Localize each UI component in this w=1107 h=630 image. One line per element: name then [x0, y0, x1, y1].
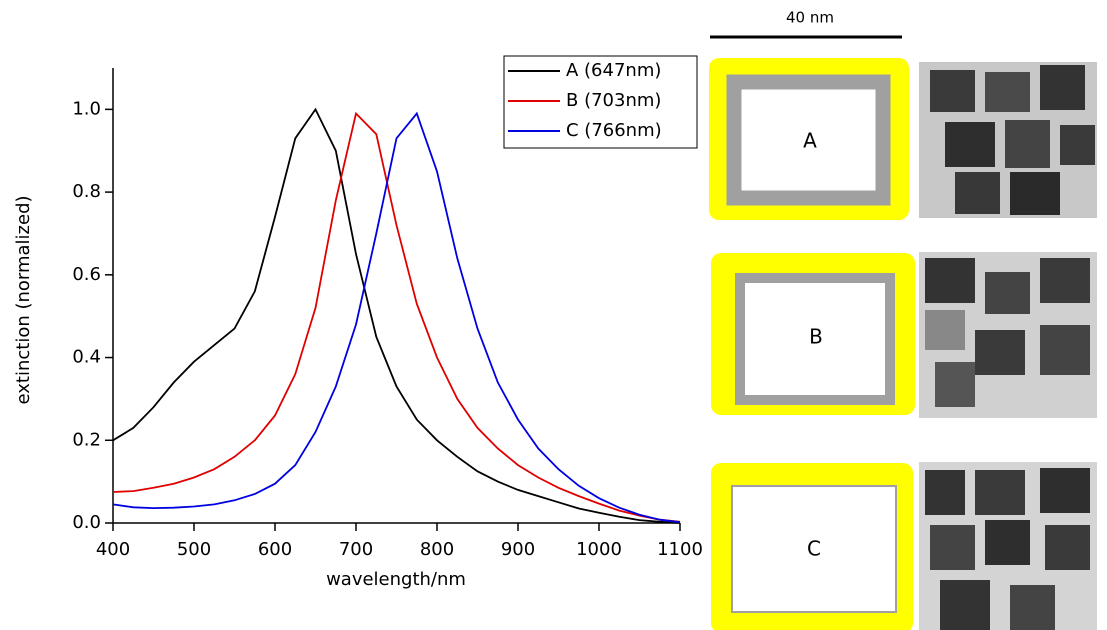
- schematic-label: B: [809, 325, 823, 349]
- x-tick-label: 1100: [657, 539, 703, 560]
- core: [735, 273, 895, 405]
- particle: [940, 580, 990, 630]
- particle: [1045, 525, 1090, 570]
- series-line: [112, 111, 681, 523]
- y-axis-label: extinction (normalized): [13, 195, 34, 404]
- x-tick-label: 700: [339, 539, 373, 560]
- x-tick-label: 1000: [576, 539, 622, 560]
- core: [726, 74, 891, 206]
- x-axis-label: wavelength/nm: [326, 569, 466, 590]
- legend-label: A (647nm): [566, 60, 661, 81]
- particle: [1010, 585, 1055, 630]
- particle: [975, 470, 1025, 515]
- schematics: [709, 58, 915, 630]
- particle: [930, 70, 975, 112]
- tem-images: [919, 62, 1097, 630]
- schematic-label: A: [803, 129, 817, 153]
- particle: [955, 172, 1000, 214]
- x-tick-label: 400: [96, 539, 130, 560]
- legend-label: C (766nm): [566, 120, 662, 141]
- particle: [1040, 65, 1085, 110]
- y-tick-label: 0.8: [72, 181, 101, 202]
- core: [731, 485, 897, 613]
- y-tick-label: 0.2: [72, 429, 101, 450]
- x-tick-label: 900: [501, 539, 535, 560]
- particle: [1005, 120, 1050, 168]
- series-line: [112, 111, 681, 524]
- y-tick-label: 0.0: [72, 512, 101, 533]
- particle: [925, 470, 965, 515]
- particle: [925, 258, 975, 303]
- x-tick-label: 600: [258, 539, 292, 560]
- y-tick-label: 0.6: [72, 264, 101, 285]
- particle: [985, 72, 1030, 112]
- x-tick-label: 800: [420, 539, 454, 560]
- particle: [985, 272, 1030, 314]
- scale-bar-label: 40 nm: [786, 9, 834, 27]
- particle: [935, 362, 975, 407]
- particle: [925, 310, 965, 350]
- particle: [985, 520, 1030, 565]
- particle: [945, 122, 995, 167]
- y-tick-label: 0.4: [72, 347, 101, 368]
- x-tick-label: 500: [177, 539, 211, 560]
- particle: [930, 525, 975, 570]
- particle: [975, 330, 1025, 375]
- particle: [1040, 325, 1090, 375]
- particle: [1040, 468, 1090, 513]
- y-tick-label: 1.0: [72, 98, 101, 119]
- particle: [1040, 258, 1090, 303]
- particle: [1010, 172, 1060, 215]
- series-line: [112, 107, 681, 524]
- particle: [1060, 125, 1095, 165]
- schematic-label: C: [807, 537, 821, 561]
- legend-label: B (703nm): [566, 90, 661, 111]
